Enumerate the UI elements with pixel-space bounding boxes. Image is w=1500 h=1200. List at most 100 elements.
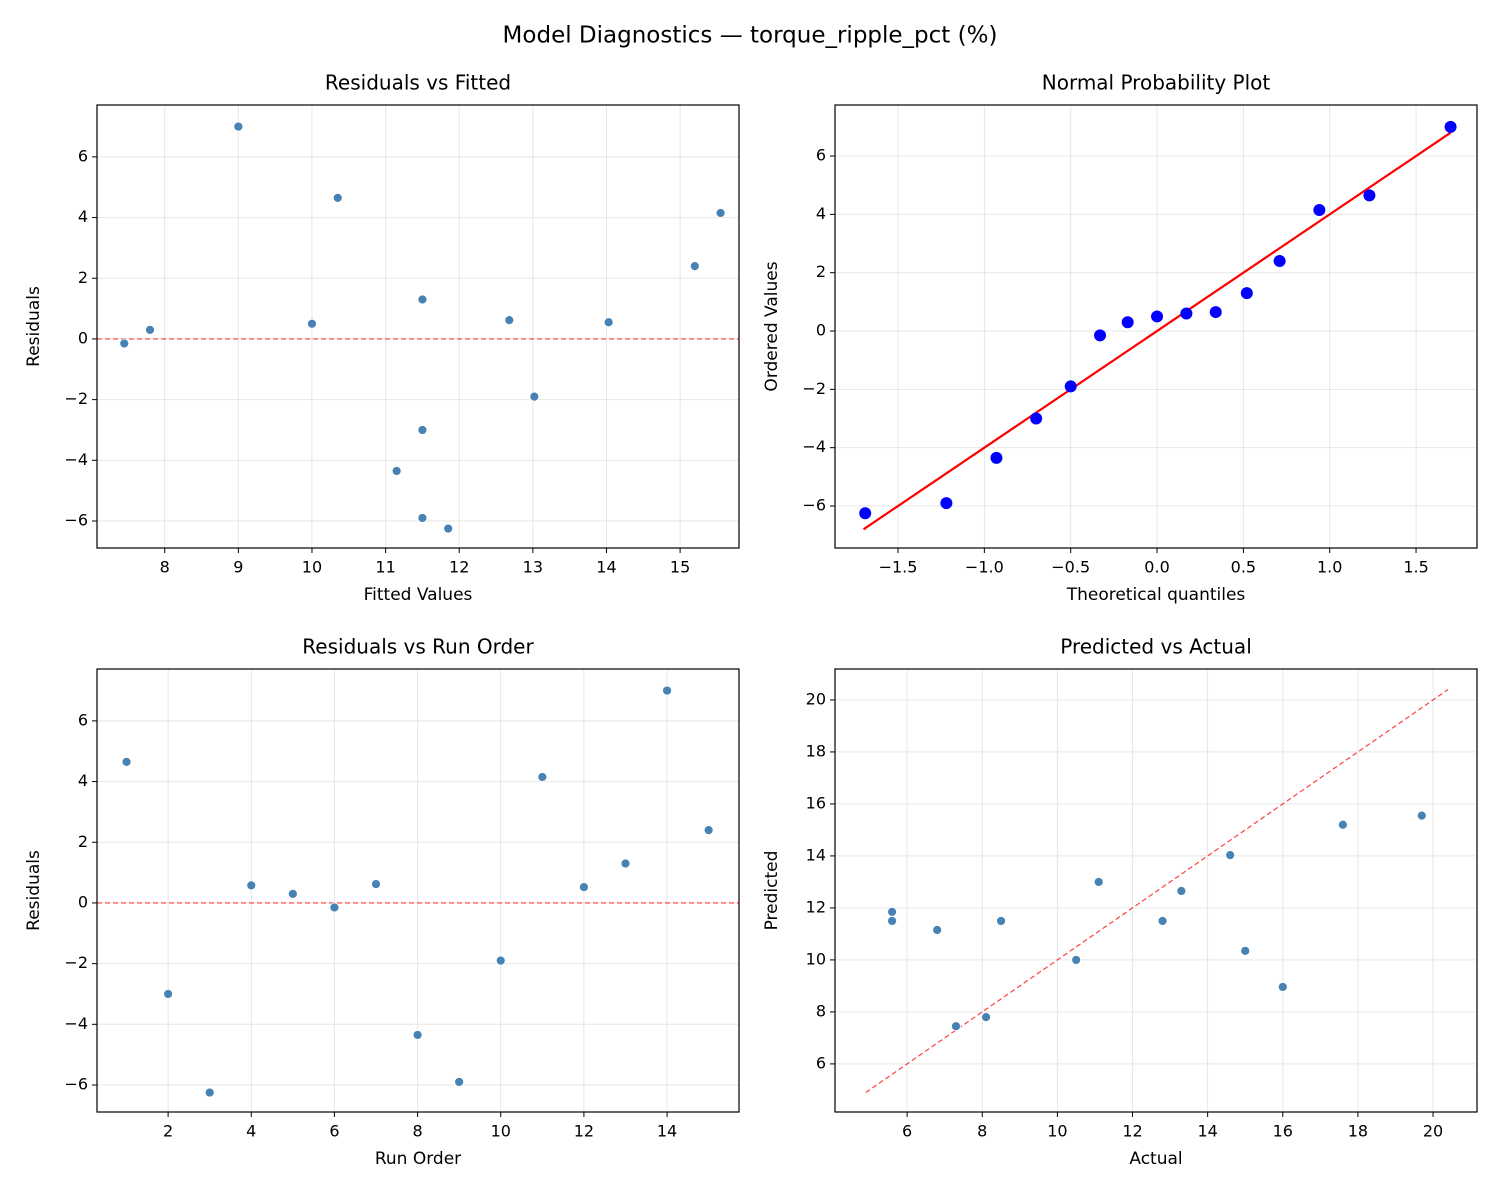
point [1277,982,1288,992]
x-tick-label: 4 [246,1122,256,1141]
point [417,294,428,305]
x-tick-label: 1.0 [1317,558,1342,577]
axes-frame [96,104,740,549]
y-tick-label: −6 [64,1074,88,1093]
fit-line [862,131,1452,531]
point [246,880,257,891]
x-tick-label: 12 [574,1122,594,1141]
point [1071,955,1082,965]
x-tick-label: 6 [902,1122,912,1141]
point [887,906,898,917]
x-tick-label: 10 [491,1122,511,1141]
x-tick-label: 16 [1273,1122,1293,1141]
x-tick-label: 1.5 [1403,558,1428,577]
y-axis-label: Predicted [762,851,782,931]
y-tick-label: −4 [64,1014,88,1033]
x-tick-label: 8 [412,1122,422,1141]
point [1416,810,1427,821]
chart-title: Predicted vs Actual [1060,635,1252,659]
y-tick-label: 6 [816,146,826,165]
point [662,685,672,696]
y-tick-label: 2 [78,832,88,851]
y-tick-label: −6 [802,496,826,515]
y-tick-label: −2 [64,389,88,408]
x-tick-label: −0.5 [1051,558,1090,577]
y-tick-label: −4 [64,450,88,469]
x-tick-label: 20 [1423,1122,1443,1141]
point [504,315,515,326]
point [859,507,872,520]
x-tick-label: 9 [233,558,243,577]
x-tick-label: 12 [449,558,469,577]
point [412,1030,423,1040]
axes-frame [96,668,740,1113]
point [233,121,244,132]
point [620,858,631,869]
point [287,888,298,899]
point [163,989,174,999]
x-tick-label: 0.5 [1231,558,1256,577]
y-tick-label: −6 [64,510,88,529]
point [1093,877,1104,887]
y-tick-label: 6 [78,146,88,165]
point [715,208,726,218]
x-tick-label: 8 [160,558,170,577]
y-tick-label: 12 [806,897,826,916]
point [1121,316,1134,329]
x-tick-label: 8 [977,1122,987,1141]
y-tick-label: 4 [78,207,88,226]
point [689,261,700,272]
point [1151,310,1164,323]
point [932,925,943,935]
point [417,425,428,435]
point [981,1012,991,1023]
y-tick-label: 16 [806,793,826,812]
point [1157,916,1168,926]
y-tick-label: 10 [806,949,826,968]
point [579,882,589,893]
x-tick-label: 14 [596,558,616,577]
y-tick-label: −2 [64,953,88,972]
y-tick-label: 0 [78,892,88,911]
point [529,391,540,402]
y-tick-label: 4 [78,771,88,790]
y-tick-label: 14 [806,845,826,864]
y-axis-label: Residuals [24,286,44,367]
y-tick-label: 18 [806,741,826,760]
figure-title: Model Diagnostics — torque_ripple_pct (%… [503,23,998,49]
point [1225,850,1236,861]
y-tick-label: 0 [78,328,88,347]
point [603,317,614,328]
chart-title: Normal Probability Plot [1042,71,1271,95]
point [996,916,1006,926]
x-tick-label: −1.5 [879,558,918,577]
point [1240,287,1253,300]
point [495,955,506,966]
point [371,879,381,890]
x-axis-label: Theoretical quantiles [1066,585,1246,605]
point [391,466,402,476]
point [1363,189,1376,202]
y-tick-label: 6 [78,710,88,729]
point [703,825,714,836]
point [417,513,428,523]
x-axis-label: Fitted Values [364,585,473,605]
axes-frame [834,668,1478,1113]
y-tick-label: 2 [78,268,88,287]
point [121,756,132,767]
x-tick-label: −1.0 [965,558,1004,577]
y-tick-label: −2 [802,379,826,398]
point [307,318,317,329]
x-tick-label: 13 [523,558,543,577]
y-tick-label: 2 [816,262,826,281]
x-tick-label: 12 [1122,1122,1142,1141]
point [1180,307,1193,320]
y-tick-label: 20 [806,689,826,708]
point [537,772,548,782]
x-tick-label: 15 [670,558,690,577]
x-tick-label: 2 [163,1122,173,1141]
y-tick-label: 0 [816,321,826,340]
point [1444,120,1457,133]
